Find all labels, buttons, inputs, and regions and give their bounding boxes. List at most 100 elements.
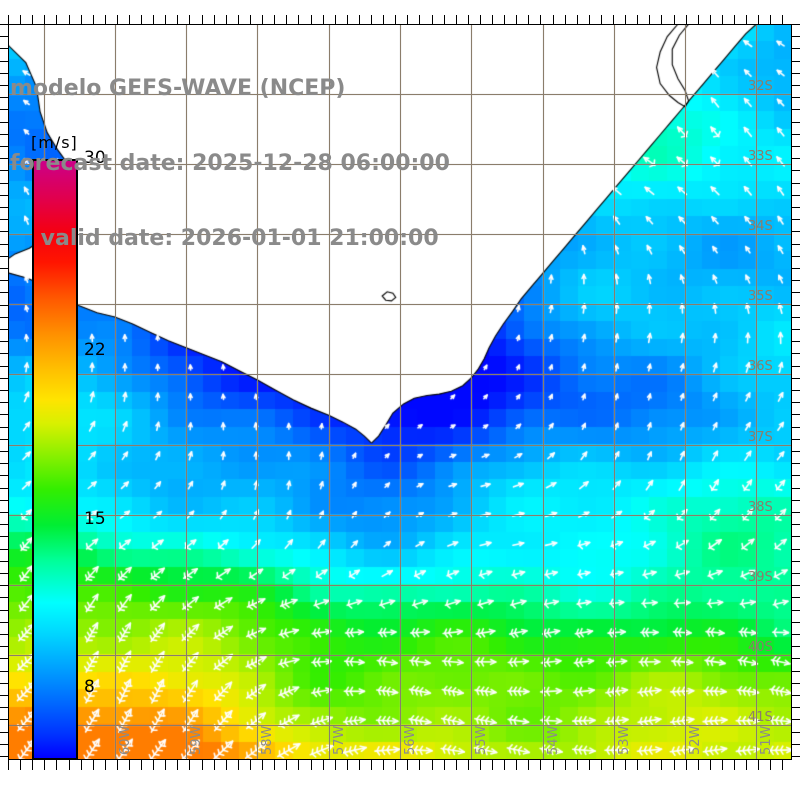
tick-mark <box>792 268 800 269</box>
lat-label: 41S <box>748 709 773 725</box>
tick-mark <box>407 15 408 24</box>
tick-mark <box>0 134 8 135</box>
lat-label: 39S <box>748 569 773 585</box>
tick-mark <box>359 760 360 770</box>
tick-mark <box>792 390 800 391</box>
tick-mark <box>698 15 699 24</box>
colorbar-tick-15: 15 <box>84 508 106 529</box>
tick-mark <box>0 597 8 598</box>
tick-mark <box>177 760 178 770</box>
lat-label: 37S <box>748 429 773 445</box>
tick-mark <box>456 15 457 24</box>
lon-label: 51W <box>759 725 775 755</box>
lat-label: 38S <box>748 499 773 515</box>
tick-mark <box>20 15 21 24</box>
left-tick-axis <box>0 24 8 760</box>
tick-mark <box>56 15 57 24</box>
tick-mark <box>238 15 239 24</box>
tick-mark <box>0 256 8 257</box>
tick-mark <box>153 760 154 770</box>
tick-mark <box>226 760 227 770</box>
tick-mark <box>0 451 8 452</box>
tick-mark <box>601 760 602 770</box>
colorbar-tick-22: 22 <box>84 340 106 361</box>
tick-mark <box>661 760 662 770</box>
lon-label: 56W <box>403 725 418 755</box>
tick-mark <box>0 573 8 574</box>
tick-mark <box>746 15 747 24</box>
tick-mark <box>0 414 8 415</box>
tick-mark <box>432 760 433 770</box>
tick-mark <box>189 760 190 770</box>
tick-mark <box>456 760 457 770</box>
tick-mark <box>792 756 800 757</box>
tick-mark <box>674 15 675 24</box>
tick-mark <box>323 760 324 770</box>
tick-mark <box>0 158 8 159</box>
tick-mark <box>0 329 8 330</box>
gridline-lon <box>685 24 686 760</box>
tick-mark <box>553 15 554 24</box>
tick-mark <box>792 61 800 62</box>
tick-mark <box>117 760 118 770</box>
tick-mark <box>792 170 800 171</box>
tick-mark <box>0 658 8 659</box>
tick-mark <box>792 414 800 415</box>
tick-mark <box>20 760 21 770</box>
tick-mark <box>792 683 800 684</box>
tick-mark <box>0 85 8 86</box>
lat-label: 36S <box>748 359 773 375</box>
tick-mark <box>792 73 800 74</box>
tick-mark <box>0 24 8 25</box>
gridline-lon <box>614 24 615 760</box>
tick-mark <box>444 760 445 770</box>
tick-mark <box>710 760 711 770</box>
map-plot-area <box>8 24 792 760</box>
tick-mark <box>0 36 8 37</box>
tick-mark <box>722 15 723 24</box>
tick-mark <box>0 488 8 489</box>
tick-mark <box>792 463 800 464</box>
tick-mark <box>734 760 735 770</box>
tick-mark <box>0 305 8 306</box>
tick-mark <box>792 451 800 452</box>
right-tick-axis <box>792 24 800 760</box>
tick-mark <box>540 760 541 770</box>
tick-mark <box>214 15 215 24</box>
tick-mark <box>419 15 420 24</box>
tick-mark <box>468 15 469 24</box>
tick-mark <box>792 512 800 513</box>
tick-mark <box>81 760 82 770</box>
tick-mark <box>792 439 800 440</box>
tick-mark <box>540 15 541 24</box>
tick-mark <box>0 317 8 318</box>
gridline-lon <box>115 24 116 760</box>
tick-mark <box>792 146 800 147</box>
tick-mark <box>323 15 324 24</box>
tick-mark <box>407 760 408 770</box>
tick-mark <box>0 756 8 757</box>
tick-mark <box>0 732 8 733</box>
tick-mark <box>492 15 493 24</box>
tick-mark <box>0 73 8 74</box>
tick-mark <box>0 390 8 391</box>
tick-mark <box>674 760 675 770</box>
tick-mark <box>792 24 800 25</box>
tick-mark <box>0 561 8 562</box>
tick-mark <box>770 15 771 24</box>
tick-mark <box>311 760 312 770</box>
tick-mark <box>758 15 759 24</box>
tick-mark <box>347 760 348 770</box>
tick-mark <box>792 219 800 220</box>
tick-mark <box>792 549 800 550</box>
tick-mark <box>8 760 9 770</box>
tick-mark <box>792 366 800 367</box>
tick-mark <box>32 15 33 24</box>
tick-mark <box>202 760 203 770</box>
tick-mark <box>286 15 287 24</box>
tick-mark <box>105 760 106 770</box>
tick-mark <box>0 585 8 586</box>
tick-mark <box>792 488 800 489</box>
tick-mark <box>0 402 8 403</box>
tick-mark <box>347 15 348 24</box>
